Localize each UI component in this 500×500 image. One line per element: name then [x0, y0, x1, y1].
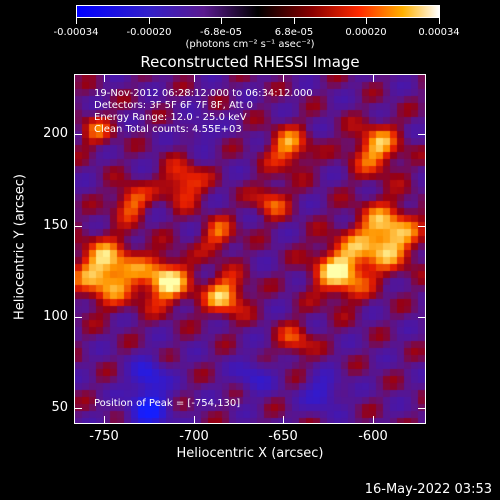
x-tick: [283, 74, 284, 82]
y-tick: [418, 408, 426, 409]
x-axis-title: Heliocentric X (arcsec): [176, 446, 324, 461]
info-clean-counts: Clean Total counts: 4.55E+03: [94, 124, 242, 135]
colorbar-tick: [366, 18, 367, 24]
y-tick: [74, 226, 82, 227]
x-tick-label: -650: [268, 429, 298, 444]
y-tick: [74, 134, 82, 135]
x-tick-label: -600: [358, 429, 388, 444]
info-detectors: Detectors: 3F 5F 6F 7F 8F, Att 0: [94, 100, 254, 111]
plot-title: Reconstructed RHESSI Image: [140, 53, 360, 71]
x-tick: [104, 74, 105, 82]
x-tick: [373, 416, 374, 424]
colorbar-tick: [294, 18, 295, 24]
y-tick-label: 100: [43, 309, 68, 324]
x-tick: [373, 74, 374, 82]
y-tick: [74, 408, 82, 409]
x-tick-label: -750: [89, 429, 119, 444]
y-tick: [418, 317, 426, 318]
x-tick: [104, 416, 105, 424]
colorbar-tick-label: -6.8e-05: [200, 27, 242, 38]
y-tick-label: 200: [43, 126, 68, 141]
x-tick: [194, 74, 195, 82]
x-tick: [283, 416, 284, 424]
colorbar-tick-label: 0.00020: [345, 27, 387, 38]
colorbar-unit-label: (photons cm⁻² s⁻¹ asec⁻²): [185, 39, 315, 50]
info-energy-range: Energy Range: 12.0 - 25.0 keV: [94, 112, 247, 123]
colorbar-tick: [76, 18, 77, 24]
plot-area: [74, 74, 426, 424]
colorbar-tick: [149, 18, 150, 24]
y-axis-title: Heliocentric Y (arcsec): [12, 174, 28, 320]
y-tick-label: 50: [51, 400, 68, 415]
reconstructed-image: [75, 75, 425, 423]
y-tick: [74, 317, 82, 318]
info-time-range: 19-Nov-2012 06:28:12.000 to 06:34:12.000: [94, 88, 313, 99]
y-tick: [418, 226, 426, 227]
colorbar-tick-label: -0.00034: [53, 27, 99, 38]
x-tick-label: -700: [179, 429, 209, 444]
y-tick-label: 150: [43, 218, 68, 233]
colorbar: [76, 5, 440, 18]
x-tick: [194, 416, 195, 424]
colorbar-tick-label: 0.00034: [418, 27, 460, 38]
peak-position-label: Position of Peak = [-754,130]: [94, 398, 241, 409]
y-tick: [418, 134, 426, 135]
colorbar-tick: [221, 18, 222, 24]
colorbar-gradient: [77, 6, 439, 17]
colorbar-tick: [439, 18, 440, 24]
generated-timestamp: 16-May-2022 03:53: [364, 482, 492, 497]
colorbar-tick-label: -0.00020: [126, 27, 172, 38]
colorbar-tick-label: 6.8e-05: [274, 27, 314, 38]
